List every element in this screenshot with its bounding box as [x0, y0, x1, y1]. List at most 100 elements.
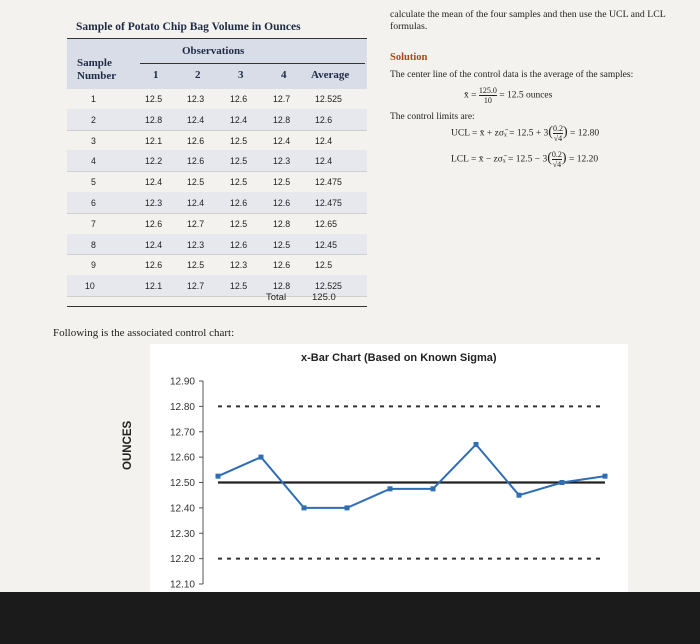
observation-cell: 12.6	[145, 260, 163, 271]
observation-cell: 12.6	[273, 198, 291, 208]
observation-cell: 12.7	[187, 281, 205, 292]
table-row: 8 12.4 12.3 12.6 12.5 12.45	[67, 233, 367, 256]
xbar-numerator: 125.0	[478, 86, 497, 96]
problem-intro: calculate the mean of the four samples a…	[390, 9, 666, 32]
average-cell: 12.475	[315, 177, 342, 188]
observation-cell: 12.6	[145, 218, 163, 229]
data-point	[301, 505, 307, 511]
y-tick-label: 12.20	[170, 554, 195, 565]
observation-cell: 12.3	[273, 156, 291, 167]
observation-cell: 12.6	[273, 260, 291, 271]
observation-cell: 12.3	[230, 260, 248, 271]
observation-cell: 12.5	[230, 218, 248, 229]
chart-panel	[150, 344, 628, 592]
observation-cell: 12.4	[230, 114, 248, 125]
ucl-fraction: 0.2 √4	[552, 124, 563, 143]
y-tick-label: 12.80	[170, 402, 195, 413]
sample-number-cell: 6	[91, 198, 96, 208]
header-observations: Observations	[182, 45, 245, 57]
observation-cell: 12.6	[230, 198, 248, 208]
sample-number-cell: 2	[91, 114, 96, 125]
sample-number-cell: 4	[91, 156, 96, 167]
average-cell: 12.525	[315, 94, 342, 104]
data-point	[516, 492, 522, 498]
observation-cell: 12.5	[230, 281, 248, 292]
ucl-numerator: 0.2	[552, 124, 563, 134]
observation-cell: 12.5	[230, 135, 248, 146]
lcl-lhs: LCL = x̄ − zσₓ̄ = 12.5 − 3	[451, 154, 548, 165]
center-line-text: The center line of the control data is t…	[390, 70, 634, 80]
header-average: Average	[311, 69, 350, 81]
xbar-denominator: 10	[483, 96, 492, 105]
y-tick-label: 12.40	[170, 503, 195, 514]
header-col-3: 3	[238, 69, 244, 81]
observation-cell: 12.2	[145, 156, 163, 167]
observation-cell: 12.1	[145, 135, 163, 146]
average-cell: 12.4	[315, 135, 333, 146]
data-point	[387, 486, 393, 492]
lcl-denominator: √4	[552, 160, 562, 169]
observation-cell: 12.5	[273, 239, 291, 250]
control-limits-text: The control limits are:	[390, 112, 475, 122]
y-tick-label: 12.70	[170, 427, 195, 438]
observation-cell: 12.6	[230, 94, 248, 104]
observation-cell: 12.5	[230, 156, 248, 167]
solution-heading: Solution	[390, 52, 428, 63]
y-tick-label: 12.30	[170, 529, 195, 540]
data-point	[430, 486, 436, 492]
observation-cell: 12.4	[145, 239, 163, 250]
average-cell: 12.525	[315, 281, 342, 292]
observation-cell: 12.8	[273, 114, 291, 125]
observation-cell: 12.3	[187, 94, 205, 104]
average-cell: 12.4	[315, 156, 333, 167]
xbar-chart: 12.90 12.80 12.70 12.60 12.50 12.40 12.30 12.20…	[170, 377, 608, 591]
data-point	[258, 454, 264, 460]
table-row: 10 12.1 12.7 12.5 12.8 12.525	[67, 275, 367, 297]
average-cell: 12.6	[315, 114, 333, 125]
xbar-rhs: = 12.5 ounces	[499, 90, 553, 101]
table-header: Sample Number Observations 1 2 3 4 Avera…	[67, 38, 367, 89]
ucl-lhs: UCL = x̄ + zσₓ̄ = 12.5 + 3	[451, 128, 549, 139]
observation-cell: 12.5	[187, 177, 205, 188]
header-sample-number: Sample Number	[77, 57, 117, 82]
observation-cell: 12.4	[187, 198, 205, 208]
data-point	[215, 473, 221, 479]
table-title: Sample of Potato Chip Bag Volume in Ounc…	[76, 21, 301, 33]
data-point	[344, 505, 350, 511]
observation-cell: 12.3	[187, 239, 205, 250]
header-col-1: 1	[153, 69, 159, 81]
ucl-rhs: = 12.80	[570, 128, 600, 139]
y-tick-label: 12.50	[170, 478, 195, 489]
observation-cell: 12.5	[187, 260, 205, 271]
table-row: 4 12.2 12.6 12.5 12.3 12.4	[67, 150, 367, 173]
average-cell: 12.65	[315, 218, 338, 229]
total-value: 125.0	[312, 292, 336, 303]
sample-number-cell: 7	[91, 218, 96, 229]
y-tick-label: 12.10	[170, 580, 195, 591]
xbar-lhs: x̄ =	[464, 90, 477, 101]
table-row: 6 12.3 12.4 12.6 12.6 12.475	[67, 192, 367, 214]
y-tick-label: 12.60	[170, 453, 195, 464]
observation-cell: 12.6	[187, 135, 205, 146]
document-page: Sample of Potato Chip Bag Volume in Ounc…	[0, 0, 700, 592]
ucl-denominator: √4	[553, 134, 563, 143]
chart-title: x-Bar Chart (Based on Known Sigma)	[301, 352, 497, 364]
sample-number-cell: 3	[91, 135, 96, 146]
sample-number-cell: 10	[85, 281, 95, 292]
data-point	[602, 473, 608, 479]
dark-bottom-margin	[0, 592, 700, 644]
sample-number-cell: 5	[91, 177, 96, 188]
observation-cell: 12.6	[187, 156, 205, 167]
header-col-4: 4	[281, 69, 287, 81]
average-cell: 12.45	[315, 239, 338, 250]
data-point	[559, 480, 565, 485]
table-bottom-rule	[67, 306, 367, 307]
observation-cell: 12.4	[273, 135, 291, 146]
observation-cell: 12.8	[273, 281, 291, 292]
sample-number-cell: 8	[91, 239, 96, 250]
y-tick-label: 12.90	[170, 377, 195, 388]
average-cell: 12.475	[315, 198, 342, 208]
observation-cell: 12.6	[230, 239, 248, 250]
table-row: 2 12.8 12.4 12.4 12.8 12.6	[67, 108, 367, 131]
header-rule	[140, 63, 365, 64]
